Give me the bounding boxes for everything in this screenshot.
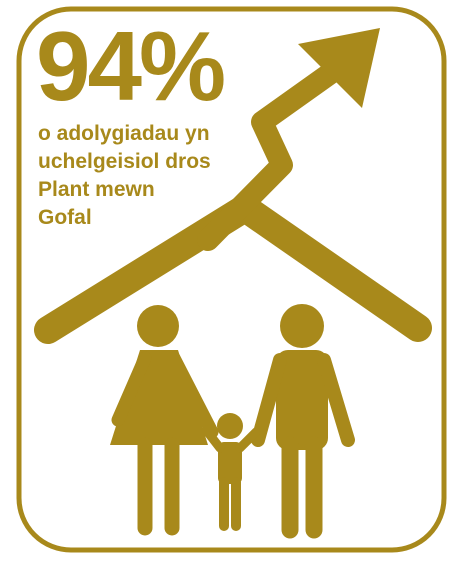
man bbox=[251, 304, 355, 539]
caption: o adolygiadau yn uchelgeisiol dros Plant… bbox=[38, 122, 211, 229]
arrow-line bbox=[197, 59, 346, 251]
woman bbox=[110, 305, 219, 536]
statistic: 94% bbox=[36, 11, 224, 121]
arrow-head bbox=[298, 28, 380, 108]
caption-line: Gofal bbox=[38, 206, 92, 229]
child bbox=[201, 413, 261, 531]
caption-line: Plant mewn bbox=[38, 178, 155, 201]
caption-line: o adolygiadau yn bbox=[38, 122, 210, 145]
caption-line: uchelgeisiol dros bbox=[38, 150, 211, 173]
